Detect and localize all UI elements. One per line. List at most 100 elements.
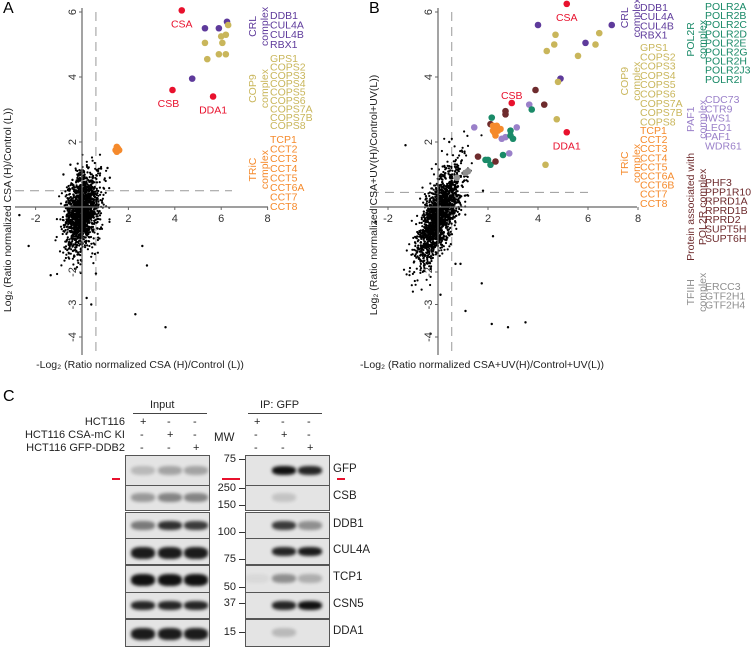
data-point bbox=[448, 187, 451, 190]
data-point bbox=[432, 241, 435, 244]
data-point bbox=[83, 201, 86, 204]
outlier-point bbox=[429, 332, 432, 335]
mw-marker-tick bbox=[239, 603, 245, 604]
data-point bbox=[75, 181, 78, 184]
legend-member: PHF3 bbox=[705, 177, 732, 189]
data-point bbox=[58, 195, 61, 198]
data-point bbox=[439, 214, 442, 217]
data-point bbox=[93, 207, 96, 210]
legend-member: GPS1 bbox=[270, 53, 298, 65]
data-point bbox=[453, 203, 456, 206]
data-point bbox=[98, 186, 101, 189]
data-point bbox=[451, 154, 455, 157]
data-point bbox=[434, 232, 437, 235]
data-point bbox=[405, 273, 408, 276]
data-point bbox=[419, 267, 423, 270]
data-point bbox=[453, 211, 456, 214]
panel-label-b: B bbox=[369, 0, 380, 17]
data-point bbox=[99, 172, 102, 175]
legend-group-title: complex bbox=[631, 0, 643, 37]
outlier-point bbox=[106, 166, 109, 170]
data-point bbox=[446, 153, 449, 156]
data-point bbox=[82, 208, 85, 211]
condition-sign: - bbox=[167, 416, 171, 428]
data-point bbox=[86, 211, 89, 214]
data-point bbox=[67, 256, 70, 259]
data-point bbox=[89, 171, 92, 174]
outlier-point bbox=[439, 293, 442, 296]
data-point bbox=[429, 267, 432, 270]
data-point bbox=[74, 217, 77, 220]
legend-group-title: complex bbox=[259, 68, 271, 108]
outlier-point bbox=[454, 262, 457, 266]
mw-marker-label: 100 bbox=[217, 526, 236, 538]
data-point bbox=[440, 149, 443, 153]
legend-member: CCT3 bbox=[640, 143, 668, 155]
data-point bbox=[71, 218, 74, 221]
data-point bbox=[441, 219, 444, 222]
legend-member: CCT2 bbox=[640, 134, 668, 146]
data-point bbox=[92, 228, 95, 231]
data-point bbox=[93, 252, 96, 256]
data-point bbox=[77, 240, 80, 243]
data-point bbox=[445, 235, 448, 238]
data-point bbox=[455, 214, 458, 217]
data-point bbox=[100, 227, 104, 230]
data-point bbox=[408, 266, 412, 270]
mw-header: MW bbox=[214, 432, 235, 444]
data-point bbox=[87, 195, 90, 198]
data-point bbox=[445, 214, 448, 217]
data-point bbox=[76, 259, 79, 262]
data-point bbox=[95, 181, 99, 184]
data-point bbox=[415, 267, 418, 270]
outlier-point bbox=[480, 282, 483, 285]
data-point bbox=[78, 190, 81, 193]
data-point bbox=[74, 169, 78, 172]
legend-member: CDC73 bbox=[705, 94, 740, 106]
data-point bbox=[427, 236, 430, 239]
tric-protein-point bbox=[492, 132, 499, 139]
data-point bbox=[441, 173, 444, 176]
data-point bbox=[431, 252, 434, 256]
data-point bbox=[426, 240, 429, 243]
data-point bbox=[82, 230, 85, 233]
data-point bbox=[429, 255, 433, 258]
data-point bbox=[73, 238, 76, 241]
legend-group-title: complex bbox=[259, 6, 271, 46]
data-point bbox=[429, 262, 432, 265]
data-point bbox=[460, 184, 463, 187]
legend-member: SUPT5H bbox=[705, 224, 746, 236]
data-point bbox=[67, 247, 70, 250]
data-point bbox=[463, 150, 466, 153]
assoc-protein-point bbox=[540, 101, 548, 108]
data-point bbox=[85, 227, 88, 230]
legend-member: COPS8 bbox=[270, 120, 306, 132]
paf1-protein-point bbox=[498, 135, 506, 143]
data-point bbox=[433, 217, 436, 220]
data-point bbox=[70, 224, 73, 227]
data-point bbox=[430, 218, 433, 222]
data-point bbox=[64, 190, 67, 193]
crl-protein-point bbox=[201, 24, 209, 32]
protein-band bbox=[158, 600, 182, 610]
data-point bbox=[69, 184, 72, 187]
data-point bbox=[84, 188, 88, 191]
data-point bbox=[428, 265, 431, 268]
data-point bbox=[449, 169, 452, 172]
data-point bbox=[440, 196, 443, 199]
data-point bbox=[86, 248, 89, 251]
data-point bbox=[455, 207, 458, 210]
data-point bbox=[457, 201, 460, 204]
data-point bbox=[76, 174, 79, 177]
x-tick-label: 6 bbox=[585, 213, 591, 225]
antibody-label: GFP bbox=[333, 462, 357, 475]
assoc-protein-point bbox=[502, 111, 509, 118]
data-point bbox=[441, 225, 444, 228]
data-point bbox=[73, 212, 76, 216]
data-point bbox=[411, 253, 414, 256]
data-point bbox=[418, 221, 421, 224]
data-point bbox=[93, 181, 96, 184]
data-point bbox=[455, 227, 458, 230]
data-point bbox=[79, 185, 82, 188]
legend-tric: TRiC complex TCP1CCT2CCT3CCT4CCT5CCT6ACCT7… bbox=[247, 134, 304, 213]
